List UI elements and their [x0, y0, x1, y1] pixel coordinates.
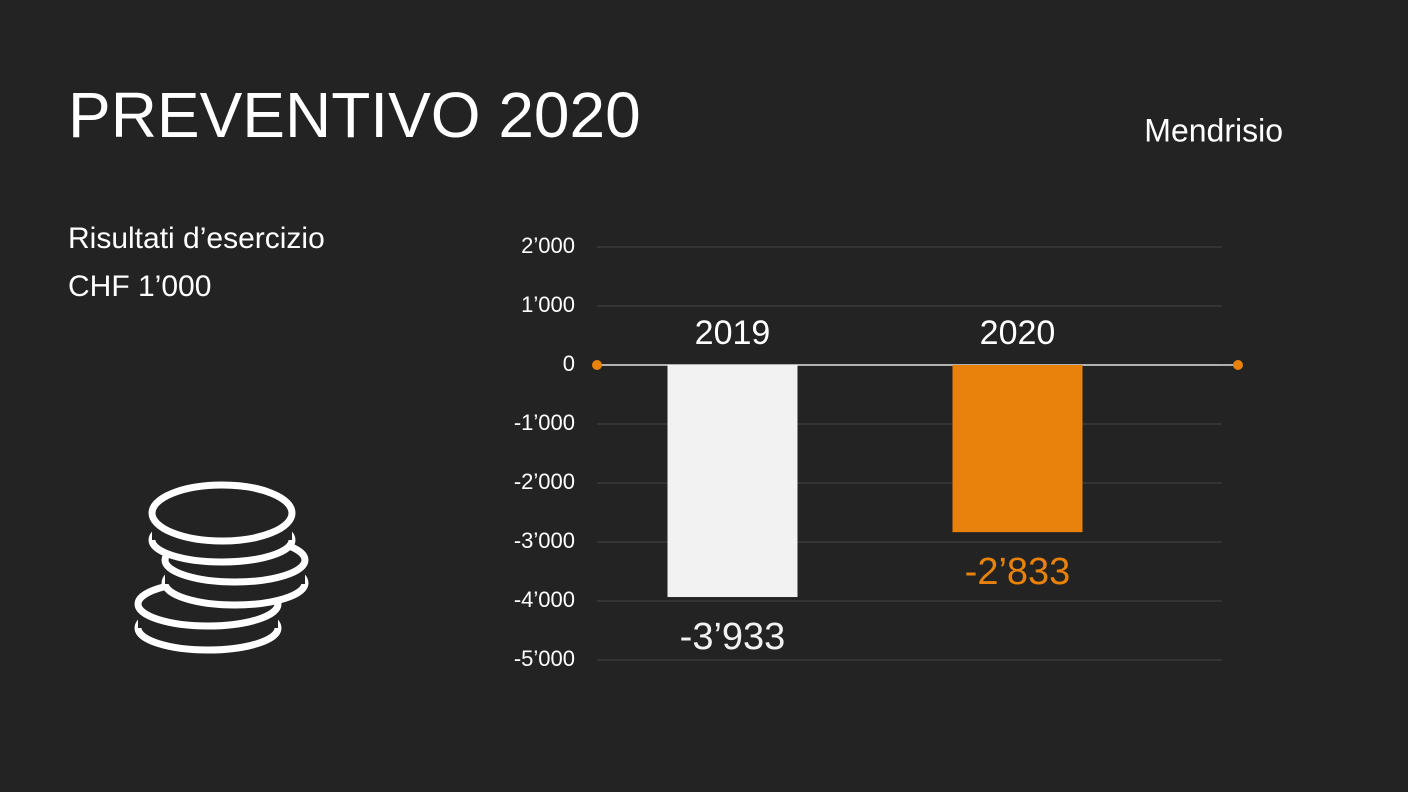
location: Mendrisio [1144, 112, 1283, 148]
value-label: -3’933 [680, 616, 786, 658]
zero-dot [1233, 360, 1243, 370]
y-tick-label: 0 [563, 351, 575, 376]
subtitle: Risultati d’esercizio [68, 222, 325, 255]
y-tick-label: -2’000 [514, 469, 575, 494]
category-label: 2019 [695, 314, 771, 352]
bar [667, 365, 798, 598]
y-tick-label: 1’000 [521, 292, 575, 317]
bar [952, 365, 1083, 533]
chart-title: PREVENTIVO 2020 [68, 79, 641, 151]
y-tick-label: -3’000 [514, 528, 575, 553]
unit-label: CHF 1’000 [68, 270, 211, 303]
zero-dot [592, 360, 602, 370]
category-label: 2020 [980, 314, 1056, 352]
y-tick-label: -4’000 [514, 587, 575, 612]
y-tick-label: -5’000 [514, 646, 575, 671]
coins-icon [134, 481, 309, 654]
value-label: -2’833 [965, 551, 1071, 593]
y-tick-label: 2’000 [521, 233, 575, 258]
y-tick-label: -1’000 [514, 410, 575, 435]
